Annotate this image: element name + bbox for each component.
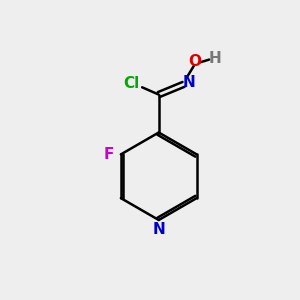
Text: Cl: Cl [123, 76, 139, 91]
Text: N: N [182, 74, 195, 89]
Text: F: F [103, 147, 114, 162]
Text: H: H [209, 51, 221, 66]
Text: N: N [152, 222, 165, 237]
Text: O: O [189, 53, 202, 68]
